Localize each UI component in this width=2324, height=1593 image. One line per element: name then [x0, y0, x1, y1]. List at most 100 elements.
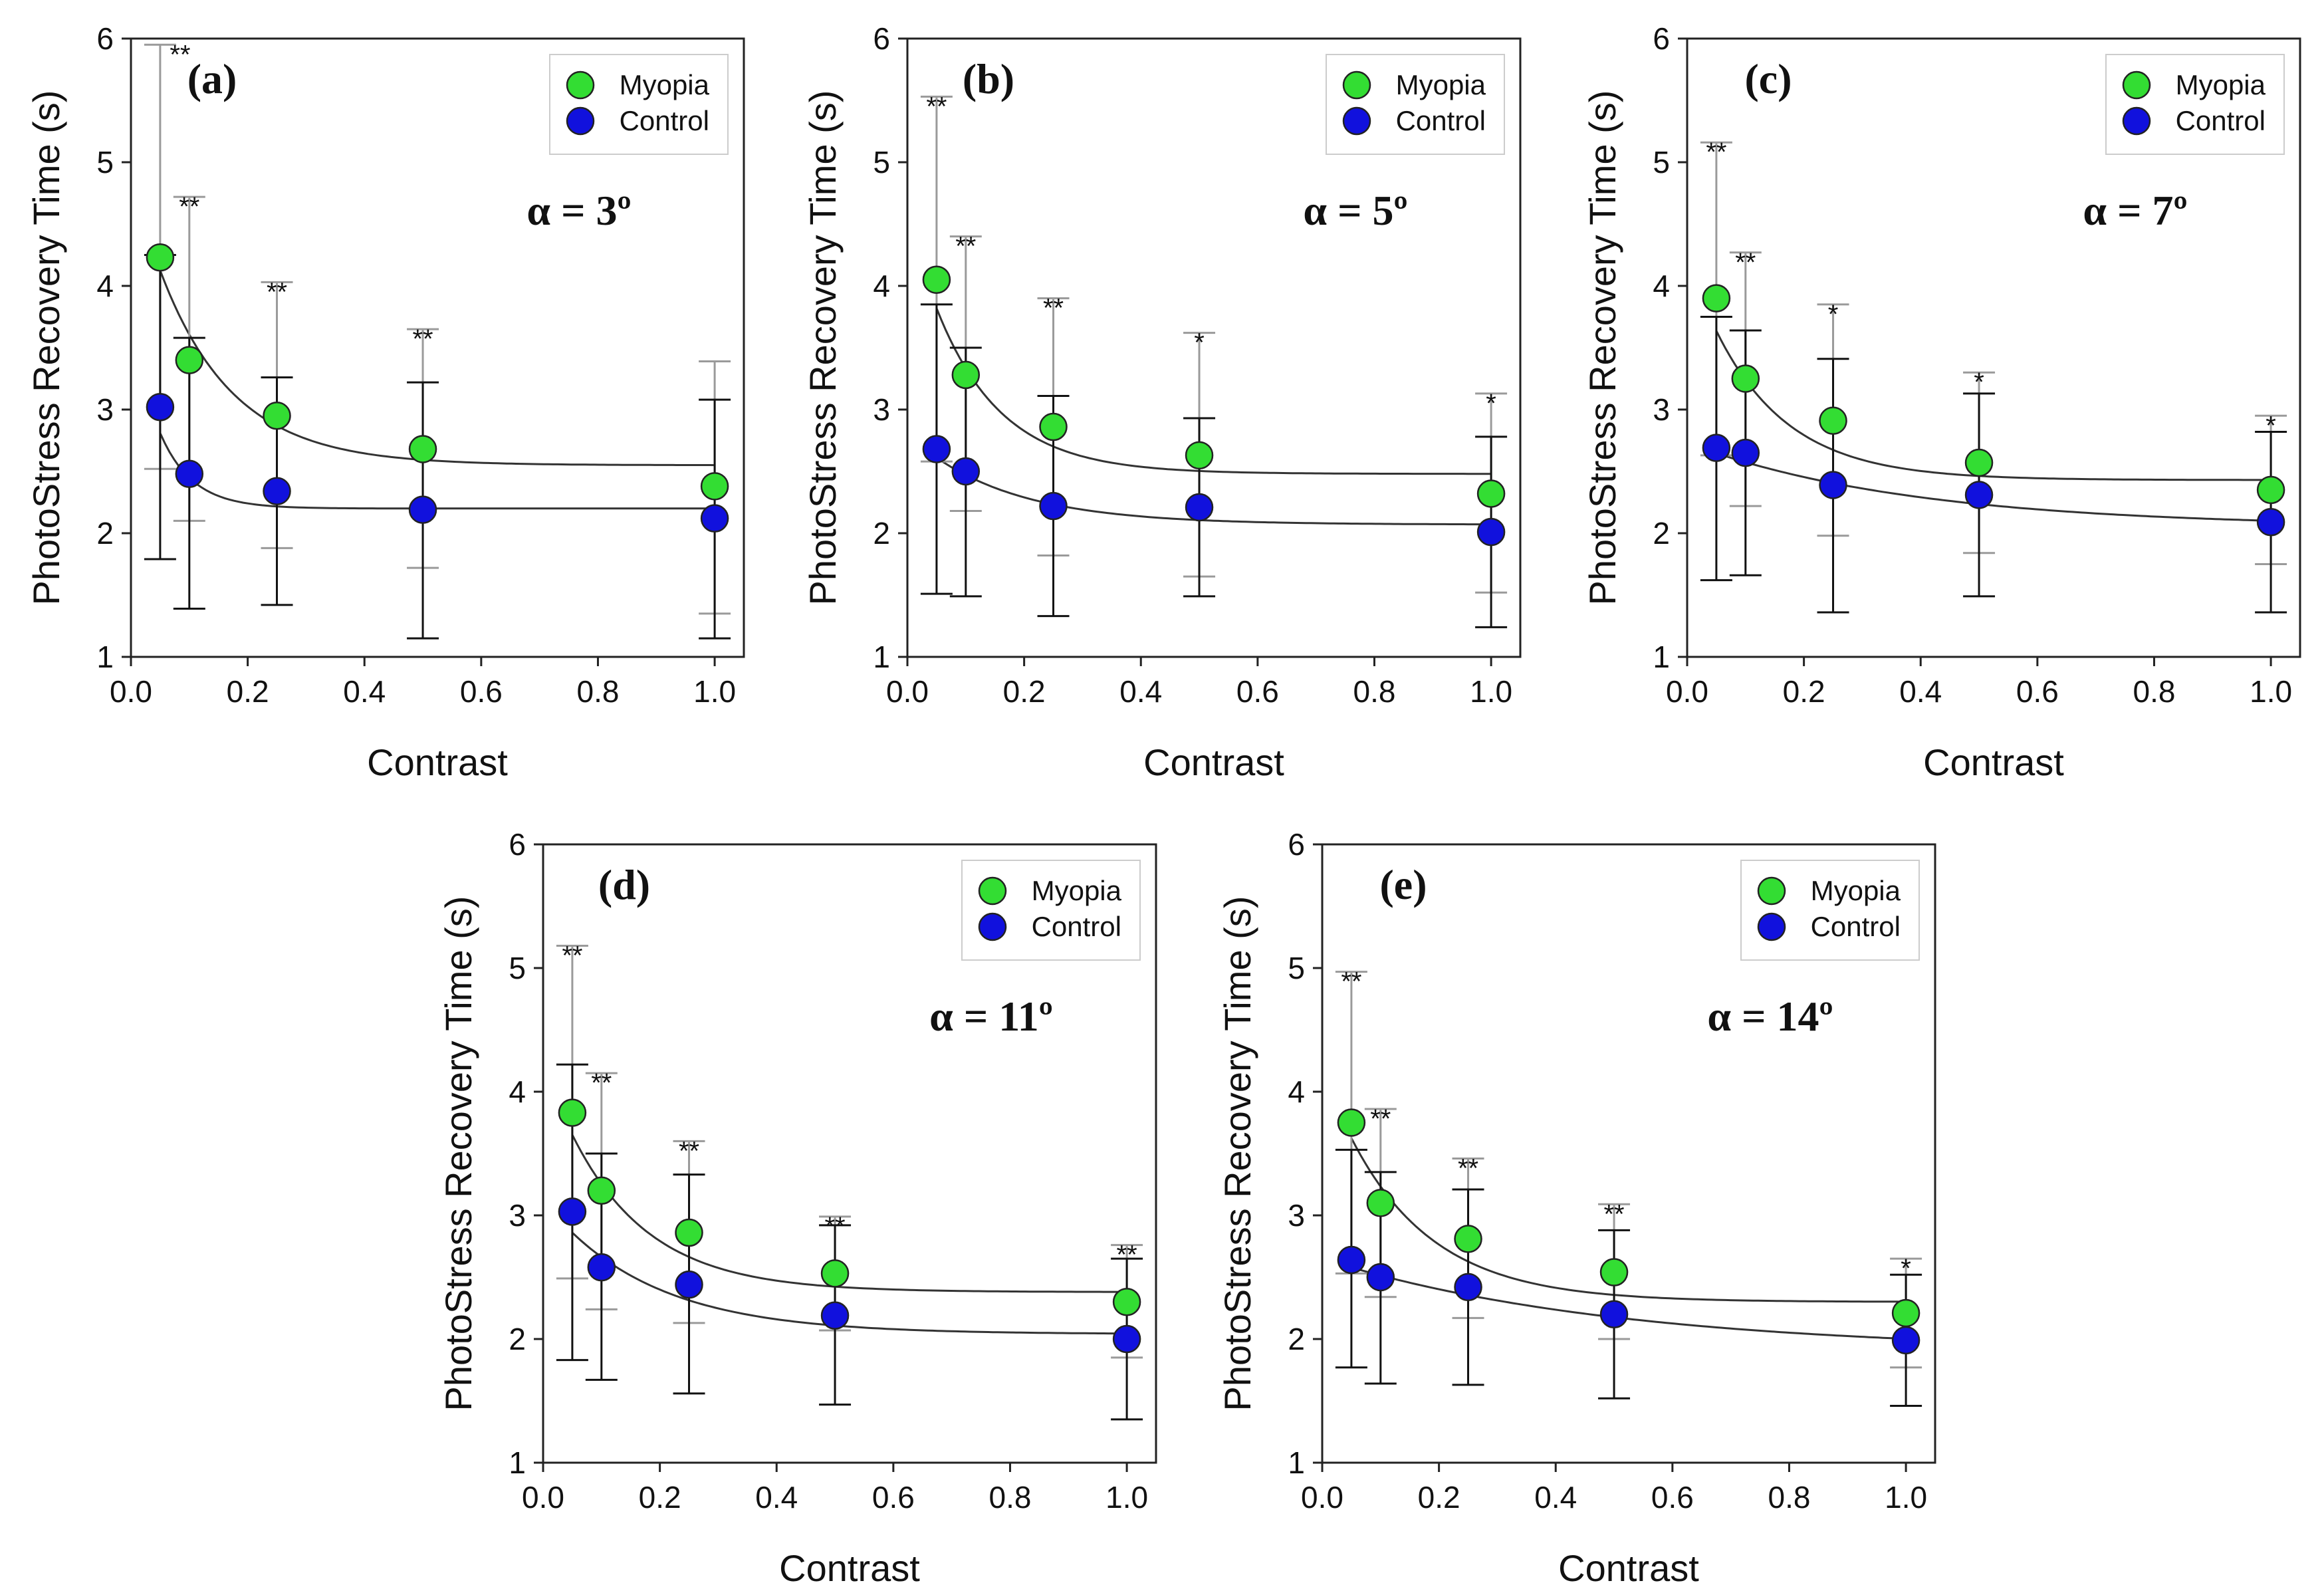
significance-mark: *	[2266, 411, 2276, 440]
x-tick-label: 0.2	[1003, 674, 1046, 709]
x-tick-label: 1.0	[1470, 674, 1512, 709]
point-control	[820, 1301, 850, 1330]
point-control	[1337, 1245, 1366, 1275]
point-myopia	[1702, 284, 1731, 312]
point-control	[1454, 1273, 1482, 1302]
alpha-label: α = 5º	[1303, 187, 1407, 234]
x-tick-label: 0.8	[576, 674, 619, 709]
y-tick-label: 3	[96, 392, 114, 427]
legend-marker-control	[2122, 106, 2151, 136]
panel-label: (a)	[187, 55, 237, 102]
legend-label-control: Control	[2176, 105, 2266, 136]
x-tick-label: 0.8	[1768, 1480, 1810, 1515]
significance-mark: **	[1341, 967, 1361, 997]
x-tick-label: 0.8	[2133, 674, 2175, 709]
significance-mark: *	[1974, 368, 1984, 397]
point-myopia	[1964, 448, 1994, 477]
y-tick-label: 1	[1653, 640, 1670, 674]
significance-mark: **	[591, 1068, 612, 1098]
point-control	[1702, 433, 1731, 462]
legend-label-control: Control	[620, 105, 709, 136]
point-control	[408, 495, 437, 524]
x-tick-label: 0.0	[886, 674, 929, 709]
x-tick-label: 0.6	[872, 1480, 915, 1515]
y-tick-label: 6	[873, 21, 890, 56]
significance-mark: **	[1043, 294, 1064, 323]
legend-label-myopia: Myopia	[1032, 875, 1122, 906]
x-tick-label: 0.6	[2016, 674, 2059, 709]
legend: Myopia Control	[961, 860, 1141, 961]
x-tick-label: 0.4	[343, 674, 386, 709]
chart-panel-5: 1 2 3 4 5 6 0.0 0.2 0.4 0.6 0.8 1.0 Contrast PhotoStr…	[1217, 827, 1936, 1589]
point-control	[1476, 517, 1506, 547]
point-myopia	[1476, 479, 1506, 508]
legend: Myopia Control	[1326, 54, 1505, 155]
point-control	[922, 435, 951, 463]
significance-mark: **	[179, 192, 199, 221]
significance-mark: **	[1117, 1241, 1137, 1270]
x-tick-label: 1.0	[1105, 1480, 1148, 1515]
y-tick-label: 4	[509, 1074, 526, 1109]
point-control	[146, 393, 175, 422]
point-myopia	[922, 265, 951, 294]
x-tick-label: 0.0	[1301, 1480, 1343, 1515]
y-tick-label: 3	[873, 392, 890, 427]
point-control	[263, 477, 291, 506]
point-control	[951, 457, 981, 486]
legend-marker-control	[1757, 912, 1786, 941]
y-tick-label: 5	[1288, 951, 1305, 985]
x-axis-label: Contrast	[367, 741, 508, 783]
panel-label: (b)	[963, 55, 1014, 102]
fit-curve-control	[936, 457, 1492, 526]
y-tick-label: 5	[1653, 145, 1670, 180]
point-myopia	[175, 346, 204, 374]
significance-mark: **	[1735, 248, 1756, 277]
point-control	[2256, 508, 2285, 537]
significance-mark: **	[267, 277, 287, 306]
point-myopia	[146, 243, 175, 272]
point-control	[175, 459, 204, 488]
significance-mark: *	[1828, 300, 1839, 329]
y-axis-label: PhotoStress Recovery Time (s)	[1217, 896, 1258, 1411]
x-tick-label: 0.4	[755, 1480, 798, 1515]
legend-marker-myopia	[1757, 876, 1786, 906]
fit-curve-control	[571, 1231, 1127, 1335]
significance-mark: **	[1458, 1154, 1478, 1183]
fit-curve-myopia	[1350, 1138, 1907, 1303]
y-tick-label: 5	[873, 145, 890, 180]
chart-panel-4: 1 2 3 4 5 6 0.0 0.2 0.4 0.6 0.8 1.0 Contrast PhotoStr…	[437, 827, 1157, 1589]
x-axis-label: Contrast	[1143, 741, 1284, 783]
point-myopia	[675, 1218, 703, 1247]
point-myopia	[1337, 1108, 1366, 1137]
legend-label-control: Control	[1811, 911, 1901, 942]
y-tick-label: 6	[1288, 827, 1305, 862]
y-tick-label: 6	[96, 21, 114, 56]
x-axis-label: Contrast	[1923, 741, 2064, 783]
x-tick-label: 1.0	[693, 674, 736, 709]
alpha-label: α = 7º	[2083, 187, 2187, 234]
y-tick-label: 6	[1653, 21, 1670, 56]
point-myopia	[951, 360, 981, 390]
y-tick-label: 2	[873, 516, 890, 551]
x-tick-label: 0.0	[110, 674, 152, 709]
y-tick-label: 3	[509, 1198, 526, 1233]
point-control	[1599, 1300, 1629, 1329]
x-tick-label: 0.8	[988, 1480, 1031, 1515]
point-control	[1731, 438, 1760, 467]
point-myopia	[700, 472, 729, 501]
plot-frame	[130, 37, 745, 658]
legend-marker-myopia	[978, 876, 1007, 906]
x-tick-label: 0.6	[1651, 1480, 1694, 1515]
fit-curve-myopia	[159, 270, 715, 467]
significance-mark: **	[170, 40, 190, 69]
x-tick-label: 0.6	[1236, 674, 1279, 709]
legend-marker-myopia	[2122, 70, 2151, 100]
point-myopia	[558, 1098, 587, 1127]
point-myopia	[1454, 1225, 1482, 1253]
y-tick-label: 4	[873, 269, 890, 303]
y-axis-label: PhotoStress Recovery Time (s)	[1581, 90, 1623, 606]
x-tick-label: 0.0	[1666, 674, 1708, 709]
point-control	[1964, 481, 1994, 509]
point-control	[1366, 1263, 1395, 1292]
point-myopia	[2256, 475, 2285, 505]
